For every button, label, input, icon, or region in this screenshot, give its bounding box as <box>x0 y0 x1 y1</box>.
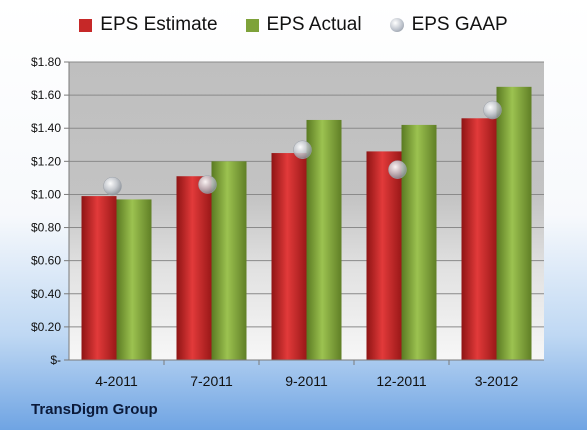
legend-item-actual: EPS Actual <box>245 14 362 36</box>
axes: $- $0.20 $0.40 $0.60 $0.80 $1.00 $1.20 $1.40 $1.… <box>31 55 544 389</box>
bar-eps-estimate <box>366 151 402 360</box>
legend-label-gaap: EPS GAAP <box>411 14 508 35</box>
x-tick-label: 9-2011 <box>285 373 328 389</box>
gaap-markers <box>103 100 502 196</box>
y-tick-label: $1.80 <box>31 55 61 69</box>
marker-eps-gaap <box>293 140 312 159</box>
y-tick-label: $0.80 <box>31 221 61 235</box>
y-tick-label: $1.40 <box>31 121 61 135</box>
legend-item-estimate: EPS Estimate <box>79 14 218 36</box>
y-tick-label: $1.20 <box>31 154 61 168</box>
y-tick-label: $0.60 <box>31 254 61 268</box>
legend-label-estimate: EPS Estimate <box>100 14 218 35</box>
legend-item-gaap: EPS GAAP <box>389 14 508 36</box>
y-tick-label: $0.20 <box>31 320 61 334</box>
bar-eps-actual <box>211 161 247 360</box>
marker-eps-gaap <box>483 100 502 120</box>
legend-swatch-actual <box>245 18 259 32</box>
legend-label-actual: EPS Actual <box>266 14 362 35</box>
bar-eps-estimate <box>81 196 117 360</box>
legend-swatch-estimate <box>79 18 93 32</box>
marker-eps-gaap <box>103 176 122 196</box>
y-tick-label: $- <box>50 353 61 367</box>
x-tick-label: 12-2011 <box>376 373 427 389</box>
y-tick-label: $1.60 <box>31 88 61 102</box>
bar-eps-actual <box>496 86 532 360</box>
bar-eps-actual <box>306 119 342 360</box>
x-tick-label: 4-2011 <box>95 373 138 389</box>
bar-eps-estimate <box>461 118 497 361</box>
x-tick-label: 7-2011 <box>190 373 233 389</box>
marker-eps-gaap <box>388 160 407 179</box>
y-tick-label: $1.00 <box>31 187 61 201</box>
bars <box>81 86 532 361</box>
legend-swatch-gaap <box>389 18 404 32</box>
company-label: TransDigm Group <box>31 401 158 418</box>
legend: EPS Estimate EPS Actual EPS GAAP <box>0 14 587 36</box>
x-tick-label: 3-2012 <box>475 373 519 389</box>
y-tick-label: $0.40 <box>31 287 61 301</box>
bar-eps-actual <box>401 124 437 361</box>
bar-eps-estimate <box>271 153 307 360</box>
bar-eps-estimate <box>176 176 212 360</box>
marker-eps-gaap <box>198 175 217 194</box>
bar-eps-actual <box>116 199 152 360</box>
